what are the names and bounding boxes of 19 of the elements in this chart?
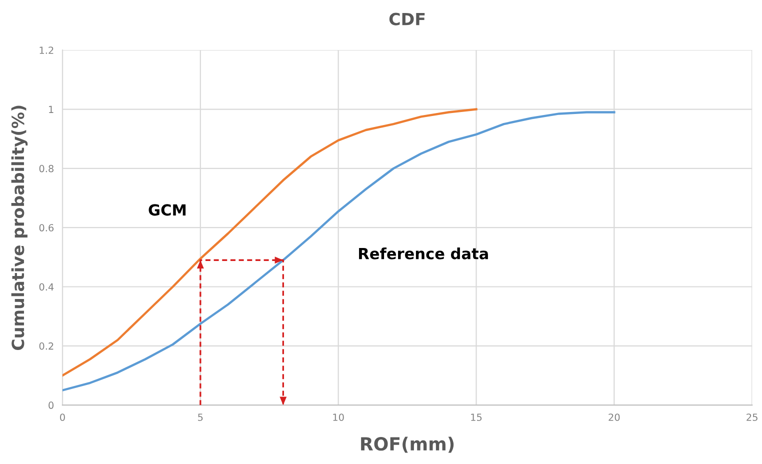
y-tick-label: 0.6: [39, 224, 54, 232]
annotation: GCM: [148, 204, 186, 216]
x-tick-label: 5: [198, 414, 203, 421]
chart-title: CDF: [389, 12, 425, 26]
x-tick-label: 25: [746, 414, 758, 421]
x-tick-label: 10: [333, 414, 344, 421]
x-axis-title: ROF(mm): [361, 436, 454, 453]
annotation: Reference data: [359, 248, 488, 260]
y-tick-label: 0.8: [39, 164, 54, 172]
y-tick-label: 1.2: [40, 46, 54, 54]
y-tick-label: 1: [49, 106, 54, 113]
x-tick-label: 15: [471, 414, 482, 421]
y-axis-title: Cumulative probability(%): [11, 106, 28, 350]
y-tick-label: 0: [48, 402, 54, 409]
y-tick-label: 0.2: [39, 342, 54, 350]
x-tick-label: 0: [60, 414, 65, 421]
y-tick-label: 0.4: [39, 283, 54, 291]
x-tick-label: 20: [608, 414, 620, 421]
line-series: [62, 111, 616, 392]
